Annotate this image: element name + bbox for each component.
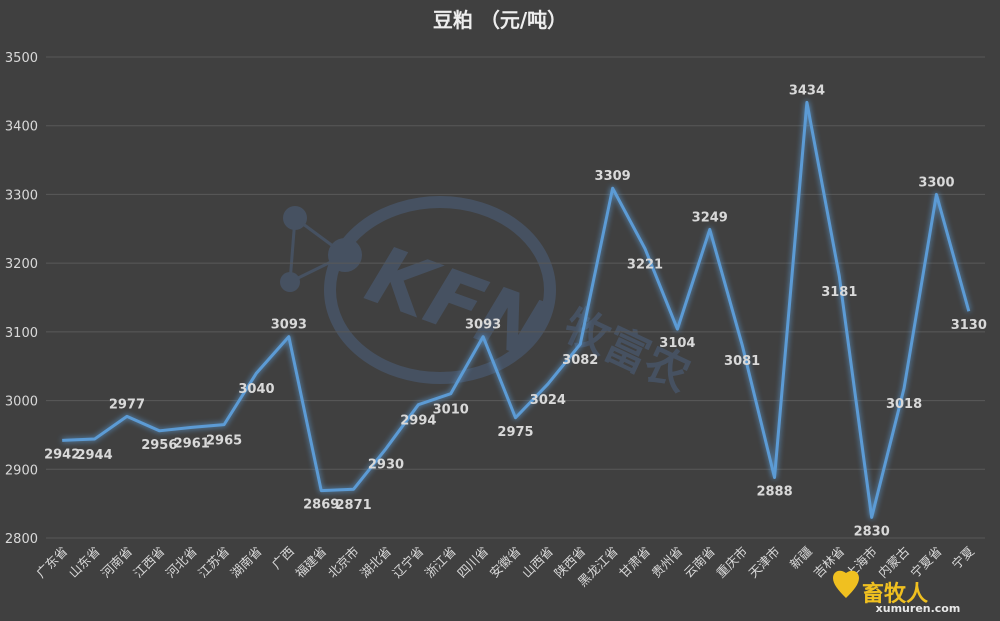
data-label: 3010 (433, 403, 469, 418)
data-label: 3130 (951, 318, 987, 333)
x-tick-label: 贵州省 (648, 544, 685, 581)
watermark-brand: KFN (355, 228, 559, 378)
logo-url: xumuren.com (876, 602, 961, 615)
x-tick-label: 宁夏省 (907, 544, 944, 581)
y-tick-label: 3400 (5, 120, 38, 135)
y-tick-label: 3200 (5, 257, 38, 272)
data-label: 3093 (271, 318, 307, 333)
x-tick-label: 甘肃省 (616, 544, 653, 581)
data-label: 2942 (44, 447, 80, 462)
data-label: 2956 (141, 438, 177, 453)
data-label: 3018 (886, 397, 922, 412)
x-tick-label: 辽宁省 (389, 544, 426, 581)
y-tick-label: 2900 (5, 463, 38, 478)
x-tick-label: 内蒙古 (875, 544, 912, 581)
x-tick-label: 湖南省 (227, 544, 264, 581)
data-label: 3081 (724, 354, 760, 369)
data-label: 2965 (206, 434, 242, 449)
x-tick-label: 河南省 (98, 544, 135, 581)
series-line (62, 100, 971, 519)
y-tick-label: 3500 (5, 51, 38, 66)
data-label: 2944 (76, 448, 112, 463)
data-label: 3040 (238, 382, 274, 397)
x-tick-label: 广西 (269, 544, 297, 572)
x-tick-label: 广东省 (33, 544, 70, 581)
x-tick-label: 河北省 (163, 544, 200, 581)
data-label: 3104 (659, 336, 695, 351)
data-label: 3181 (821, 285, 857, 300)
data-label: 2961 (174, 436, 210, 451)
chart-title: 豆粕 （元/吨） (433, 8, 567, 32)
y-tick-label: 3300 (5, 188, 38, 203)
x-tick-label: 北京市 (325, 544, 362, 581)
x-tick-label: 云南省 (681, 544, 718, 581)
series-line-path (62, 100, 971, 519)
data-label: 2977 (109, 397, 145, 412)
data-label: 2930 (368, 458, 404, 473)
gridlines (46, 56, 985, 539)
logo-name: 畜牧人 (862, 581, 928, 607)
data-label: 2888 (756, 485, 792, 500)
data-label: 3024 (530, 393, 566, 408)
data-label: 2830 (854, 524, 890, 539)
xumuren-logo: 畜牧人 xumuren.com (833, 570, 961, 615)
y-axis-ticks: 2800 2900 3000 3100 3200 3300 3400 3500 (5, 51, 38, 547)
x-tick-label: 浙江省 (422, 544, 459, 581)
x-tick-label: 湖北省 (357, 544, 394, 581)
data-label: 3082 (562, 353, 598, 368)
data-label: 3300 (918, 175, 954, 190)
x-tick-label: 山西省 (519, 544, 556, 581)
heart-icon (833, 570, 859, 598)
data-label: 3221 (627, 258, 663, 273)
y-tick-label: 2800 (5, 532, 38, 547)
x-tick-label: 山东省 (66, 544, 103, 581)
x-tick-label: 天津市 (746, 544, 783, 581)
data-label: 2869 (303, 498, 339, 513)
x-tick-label: 重庆市 (713, 544, 750, 581)
data-label: 2975 (497, 425, 533, 440)
y-tick-label: 3000 (5, 395, 38, 410)
data-label: 3249 (692, 210, 728, 225)
data-label: 3309 (595, 169, 631, 184)
x-tick-label: 江西省 (130, 544, 167, 581)
x-tick-label: 四川省 (454, 544, 491, 581)
data-label: 3434 (789, 83, 825, 98)
x-tick-label: 宁夏 (949, 543, 978, 572)
y-tick-label: 3100 (5, 326, 38, 341)
data-label: 2871 (336, 498, 372, 513)
data-label: 2994 (400, 414, 436, 429)
x-tick-label: 安徽省 (486, 544, 523, 581)
x-tick-label: 新疆 (787, 544, 815, 572)
x-tick-label: 福建省 (292, 544, 329, 581)
x-tick-label: 江苏省 (195, 544, 232, 581)
data-label: 3093 (465, 318, 501, 333)
